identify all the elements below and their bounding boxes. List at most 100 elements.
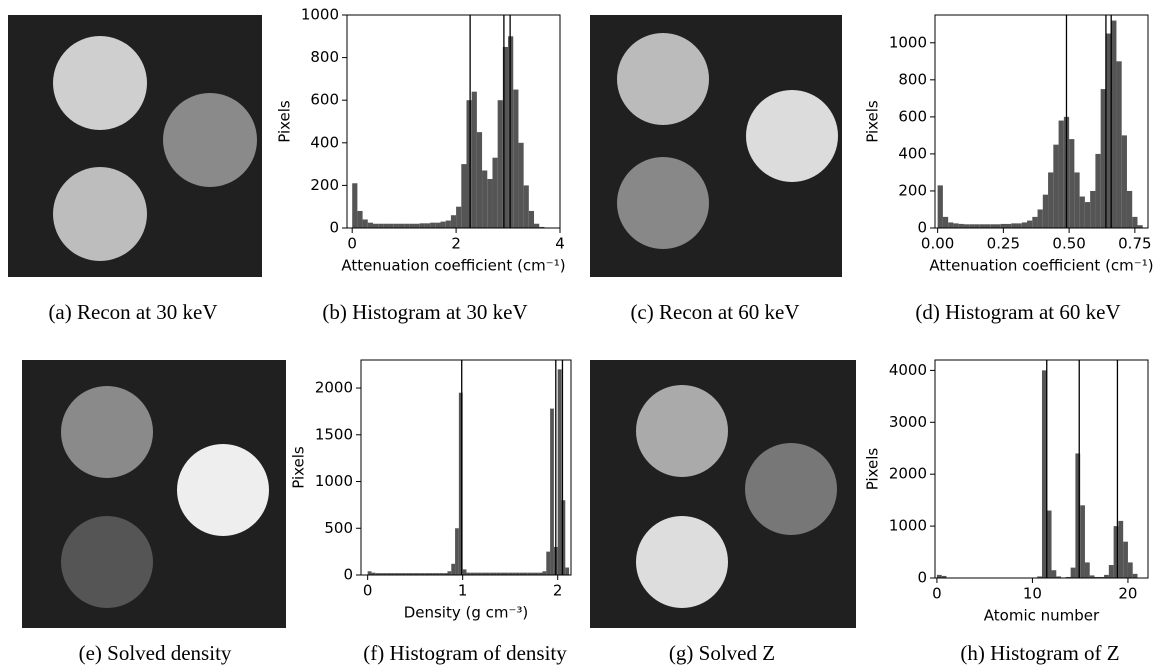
phantom-disk [61, 386, 153, 478]
histogram-bar [1053, 145, 1058, 228]
histogram-bar [1017, 223, 1022, 228]
histogram-panel: 0120500100015002000Density (g cm⁻³)Pixel… [290, 360, 572, 665]
histogram-bar [1122, 135, 1127, 228]
plot-frame [361, 360, 571, 575]
histogram-bar [1074, 172, 1079, 228]
histogram-bar [953, 223, 958, 228]
histogram-bar [456, 207, 461, 228]
histogram-bar [938, 185, 943, 228]
histogram-bar [404, 224, 409, 228]
histogram-bar [1085, 562, 1090, 578]
histogram-bar [1111, 21, 1116, 228]
histogram-bar [451, 215, 456, 228]
caption: (h) Histogram of Z [960, 641, 1119, 665]
histogram-bar [1071, 568, 1076, 578]
x-axis-label: Attenuation coefficient (cm⁻¹) [341, 257, 565, 275]
histogram-bar [477, 132, 482, 228]
histogram-bar [1090, 191, 1095, 228]
histogram-bar [425, 223, 430, 228]
histogram-bar [558, 369, 562, 575]
histogram-bar [378, 224, 383, 228]
histogram-bar [513, 90, 518, 228]
x-tick-label: 0.50 [1052, 235, 1085, 253]
histogram-bar [518, 143, 523, 228]
y-axis-label: Pixels [290, 446, 308, 489]
histogram-bar [389, 224, 394, 228]
histogram-bar [420, 223, 425, 228]
histogram-bar [1042, 370, 1047, 578]
histogram-bar [1047, 511, 1052, 578]
histogram-bar [466, 100, 471, 228]
histogram-bar [1116, 61, 1121, 228]
histogram-bar [1027, 221, 1032, 228]
histogram-bar [352, 183, 357, 228]
phantom-disk [163, 93, 257, 187]
y-tick-label: 1000 [889, 33, 927, 51]
histogram-bar [524, 185, 529, 228]
histogram-bar [546, 552, 550, 575]
histogram-bar [1095, 154, 1100, 228]
histogram-bar [1109, 565, 1114, 578]
y-tick-label: 200 [898, 181, 927, 199]
histogram-bar [357, 211, 362, 228]
histogram-bar [1001, 224, 1006, 228]
x-tick-label: 1 [458, 582, 468, 600]
y-axis-label: Pixels [864, 448, 882, 491]
histogram-bar [964, 224, 969, 228]
histogram-bar [399, 224, 404, 228]
phantom-disk [53, 167, 147, 261]
x-axis-label: Attenuation coefficient (cm⁻¹) [929, 257, 1153, 275]
y-tick-label: 400 [898, 144, 927, 162]
x-tick-label: 2 [553, 582, 563, 600]
histogram-bar [451, 564, 455, 575]
histogram-bar [1123, 542, 1128, 578]
histogram-bar [409, 224, 414, 228]
histogram-bar [1133, 574, 1138, 578]
x-tick-label: 4 [555, 235, 565, 253]
histogram-bar [1022, 222, 1027, 228]
image-e [22, 360, 286, 628]
histogram-bar [1059, 121, 1064, 228]
histogram-bar [542, 571, 546, 575]
histogram-bar [455, 528, 459, 575]
histogram-bar [529, 211, 534, 228]
y-tick-label: 400 [310, 133, 339, 151]
histogram-bar [1106, 34, 1111, 228]
phantom-disk [61, 516, 153, 608]
y-tick-label: 1000 [301, 6, 339, 24]
histogram-bar [472, 92, 477, 228]
histogram-bar [565, 568, 569, 575]
phantom-disk [53, 36, 147, 130]
histogram-bar [1038, 209, 1043, 228]
histogram-bar [1132, 217, 1137, 228]
histogram-bar [980, 224, 985, 228]
histogram-bar [441, 222, 446, 228]
histogram-bar [1032, 217, 1037, 228]
histogram-bar [1006, 224, 1011, 228]
histogram-bar [1101, 89, 1106, 228]
histogram-bar [943, 217, 948, 228]
histogram-bar [1080, 505, 1085, 578]
y-axis-label: Pixels [864, 100, 882, 143]
y-tick-label: 800 [898, 70, 927, 88]
y-tick-label: 0 [917, 219, 927, 237]
y-tick-label: 1000 [315, 472, 353, 490]
histogram-bar [969, 224, 974, 228]
caption: (g) Solved Z [669, 641, 775, 665]
histogram-bar [985, 224, 990, 228]
phantom-disk [745, 443, 837, 535]
histogram-bar [415, 224, 420, 228]
histogram-bar [1128, 562, 1133, 578]
y-tick-label: 1500 [315, 425, 353, 443]
x-tick-label: 2 [451, 235, 461, 253]
x-tick-label: 0.00 [921, 235, 954, 253]
histogram-bar [948, 222, 953, 228]
phantom-disk [636, 385, 728, 477]
histogram-bar [534, 224, 539, 228]
histogram-bar [482, 170, 487, 228]
y-tick-label: 0 [343, 566, 353, 584]
histogram-bar [1127, 191, 1132, 228]
y-tick-label: 1000 [889, 517, 927, 535]
y-tick-label: 0 [917, 569, 927, 587]
